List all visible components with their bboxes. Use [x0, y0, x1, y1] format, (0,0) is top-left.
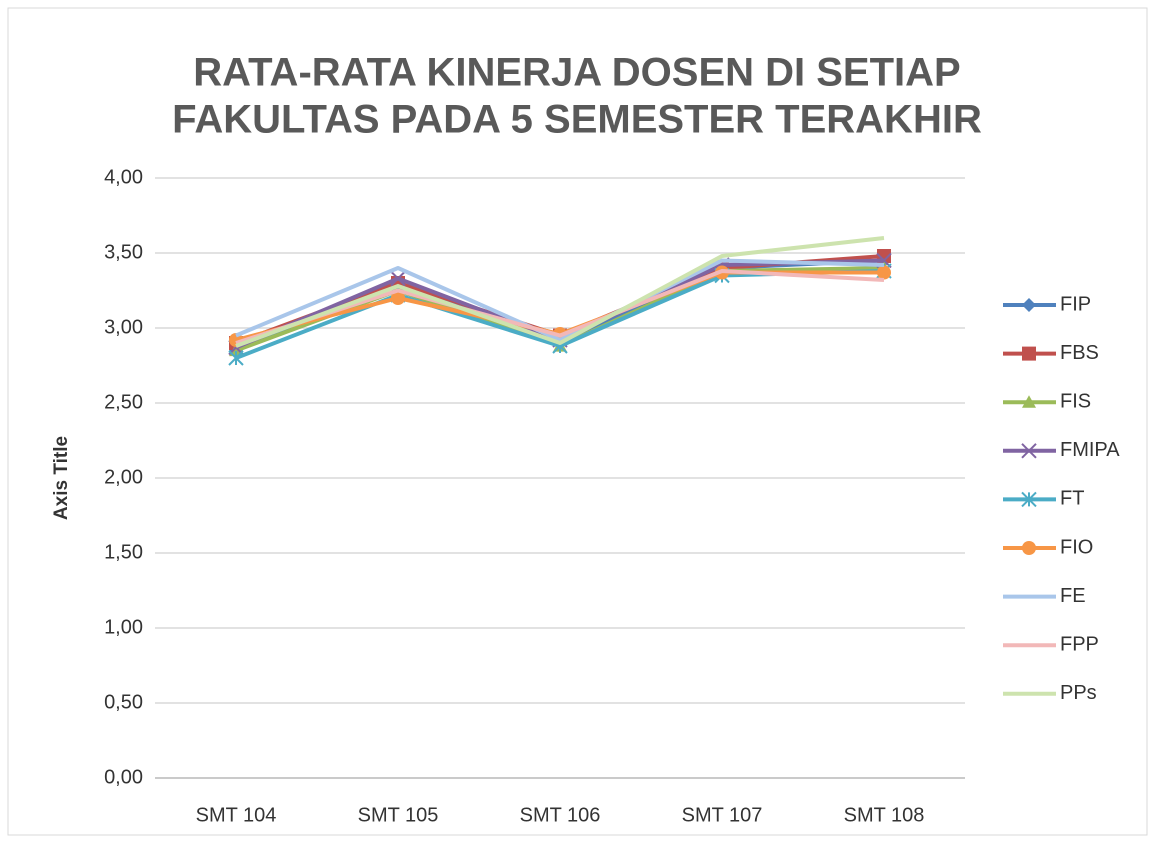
legend-label: FIS [1060, 390, 1091, 412]
chart-title: RATA-RATA KINERJA DOSEN DI SETIAP [193, 51, 960, 95]
series-line [235, 236, 885, 348]
y-axis-title: Axis Title [51, 436, 72, 520]
legend-label: FE [1060, 585, 1086, 607]
x-tick-label: SMT 108 [844, 804, 925, 826]
series-line [235, 258, 885, 342]
legend-label: FBS [1060, 342, 1099, 364]
marker [1022, 346, 1036, 361]
marker [1021, 443, 1037, 459]
x-tick-label: SMT 107 [682, 804, 763, 826]
marker [1021, 491, 1037, 508]
chart-title: FAKULTAS PADA 5 SEMESTER TERAKHIR [172, 98, 982, 142]
y-tick-label: 2,50 [104, 391, 143, 413]
x-tick-label: SMT 105 [358, 804, 439, 826]
marker [1022, 395, 1036, 408]
marker [1022, 298, 1036, 312]
x-tick-label: SMT 104 [196, 804, 277, 826]
marker [877, 265, 891, 280]
y-tick-label: 4,00 [104, 166, 143, 188]
x-tick-label: SMT 106 [520, 804, 601, 826]
marker [390, 270, 406, 287]
marker [229, 343, 243, 357]
legend-label: FIO [1060, 536, 1093, 558]
legend-label: PPs [1060, 682, 1097, 704]
marker [391, 291, 405, 305]
y-tick-label: 3,00 [104, 316, 143, 338]
y-tick-label: 1,50 [104, 541, 143, 563]
legend-label: FMIPA [1060, 439, 1120, 461]
y-tick-label: 2,00 [104, 466, 143, 488]
chart-frame [7, 7, 1148, 836]
y-tick-label: 0,50 [104, 691, 143, 713]
marker [1022, 541, 1036, 555]
legend-label: FPP [1060, 633, 1099, 655]
marker [228, 350, 244, 366]
y-tick-label: 1,00 [104, 616, 143, 638]
legend-label: FT [1060, 488, 1084, 510]
legend-label: FIP [1060, 293, 1091, 315]
y-tick-label: 0,00 [104, 766, 143, 788]
y-tick-label: 3,50 [104, 241, 143, 263]
